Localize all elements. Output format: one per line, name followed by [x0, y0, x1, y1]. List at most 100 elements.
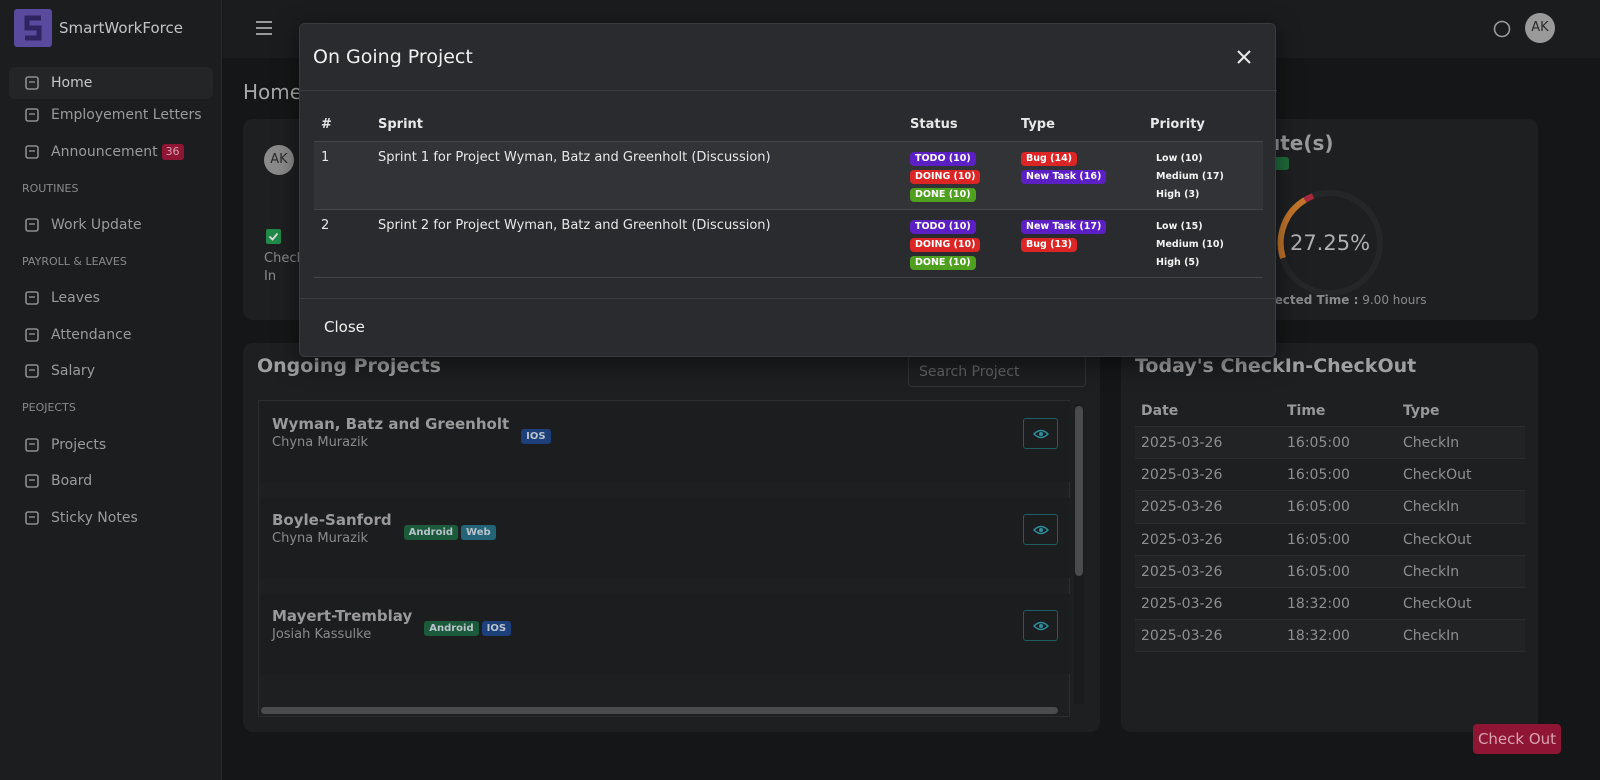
- type-pill: Bug (13): [1021, 238, 1078, 252]
- check-icon: [266, 229, 281, 244]
- nav-section-heading: ROUTINES: [22, 182, 79, 195]
- priority-label: Low (15): [1156, 221, 1203, 232]
- nav-icon: [25, 291, 39, 305]
- checkins-cell: 2025-03-26: [1141, 435, 1223, 451]
- modal-header-rule: [314, 141, 1263, 142]
- nav-label-text: Work Update: [51, 217, 142, 233]
- checkins-header: Date: [1141, 403, 1179, 419]
- project-person: Josiah Kassulke: [272, 627, 372, 642]
- project-name: Mayert-Tremblay: [272, 607, 413, 625]
- checkins-cell: CheckIn: [1403, 563, 1460, 580]
- priority-label: High (3): [1156, 189, 1200, 200]
- eye-icon: [1033, 621, 1049, 631]
- nav-label: Employement Letters: [51, 104, 202, 126]
- project-info: Wyman, Batz and Greenholt Chyna Murazik IO…: [272, 415, 554, 451]
- sidebar: SmartWorkForce Home Employement Letters Ann…: [0, 0, 222, 780]
- nav-section-heading: PAYROLL & LEAVES: [22, 255, 127, 268]
- modal-divider: [300, 90, 1277, 91]
- priority-label: Medium (17): [1156, 171, 1224, 182]
- nav-icon: [25, 474, 39, 488]
- nav-label: Projects: [51, 434, 106, 456]
- checkins-cell: 2025-03-26: [1141, 467, 1223, 484]
- checkins-cell: CheckIn: [1403, 628, 1460, 645]
- checkins-cell: CheckOut: [1403, 596, 1472, 612]
- nav-label-text: Board: [51, 473, 93, 489]
- modal-table-row: 1 Sprint 1 for Project Wyman, Batz and Gr…: [314, 142, 1263, 210]
- modal-footer-divider: [300, 298, 1277, 299]
- view-button[interactable]: [1023, 610, 1058, 641]
- project-tag: Web: [461, 525, 496, 540]
- project-name: Wyman, Batz and Greenholt: [272, 415, 510, 433]
- theme-toggle[interactable]: [1493, 20, 1511, 38]
- user-avatar[interactable]: AK: [1525, 13, 1555, 43]
- view-button[interactable]: [1023, 418, 1058, 449]
- modal-table-row: 2 Sprint 2 for Project Wyman, Batz and Gr…: [314, 210, 1263, 278]
- nav-label: Announcement 36: [51, 141, 184, 163]
- nav-label-text: Salary: [51, 363, 95, 379]
- priority-label: Medium (10): [1156, 239, 1224, 250]
- project-tag: Android: [424, 621, 479, 636]
- nav-icon: [25, 145, 39, 159]
- modal: On Going Project # Sprint Status Type Priorit…: [299, 23, 1277, 357]
- scroll-thumb-vertical[interactable]: [1075, 406, 1083, 576]
- nav-label-text: Leaves: [51, 290, 100, 306]
- scroll-thumb-horizontal[interactable]: [261, 707, 1058, 714]
- checkins-cell: CheckIn: [1403, 499, 1460, 516]
- project-item: Boyle-Sanford Chyna Murazik Android Web: [260, 498, 1070, 578]
- summary-avatar: AK: [264, 145, 294, 175]
- checkins-cell: 18:32:00: [1287, 596, 1350, 612]
- project-tags: Android Web: [403, 518, 499, 540]
- search-input[interactable]: Search Project: [908, 355, 1086, 387]
- menu-toggle[interactable]: [255, 20, 273, 36]
- checkout-button[interactable]: Check Out: [1473, 724, 1561, 754]
- nav-icon: [25, 328, 39, 342]
- project-name: Boyle-Sanford: [272, 511, 392, 529]
- nav-item[interactable]: Board: [9, 465, 213, 497]
- status-pill: TODO (10): [910, 152, 976, 166]
- nav-item[interactable]: Leaves: [9, 282, 213, 314]
- project-tag: IOS: [521, 429, 551, 444]
- project-item: Wyman, Batz and Greenholt Chyna Murazik IO…: [260, 402, 1070, 482]
- checkins-cell: 2025-03-26: [1141, 531, 1223, 548]
- checkins-row: 2025-03-26 16:05:00 CheckOut: [1135, 523, 1525, 556]
- checkins-cell: 16:05:00: [1287, 563, 1350, 580]
- checkins-row: 2025-03-26 16:05:00 CheckIn: [1135, 555, 1525, 588]
- checkins-title: Today's CheckIn-CheckOut: [1135, 355, 1417, 377]
- nav-label: Work Update: [51, 214, 142, 236]
- nav-item[interactable]: Salary: [9, 355, 213, 387]
- status-pill: DOING (10): [910, 170, 981, 184]
- checkins-row: 2025-03-26 16:05:00 CheckIn: [1135, 491, 1525, 524]
- projects-card: Ongoing Projects Search Project Wyman, Bat…: [243, 343, 1100, 732]
- project-person: Chyna Murazik: [272, 435, 369, 450]
- status-pill: DOING (10): [910, 238, 981, 252]
- checkins-cell: 16:05:00: [1287, 531, 1350, 548]
- nav-item[interactable]: Projects: [9, 429, 213, 461]
- checkins-cell: 2025-03-26: [1141, 628, 1223, 645]
- checkins-row: 2025-03-26 18:32:00 CheckIn: [1135, 620, 1525, 653]
- view-button[interactable]: [1023, 514, 1058, 545]
- nav-label-text: Projects: [51, 437, 107, 453]
- nav-item[interactable]: Home: [9, 67, 213, 99]
- check-label: Check In: [264, 251, 304, 284]
- checkins-card: Today's CheckIn-CheckOut Date Time Type 2025…: [1121, 343, 1538, 732]
- nav-item[interactable]: Sticky Notes: [9, 502, 213, 534]
- modal-table-header: Status: [910, 117, 958, 132]
- brand-name: SmartWorkForce: [59, 19, 183, 37]
- nav-item[interactable]: Attendance: [9, 319, 213, 351]
- modal-close-icon[interactable]: [1236, 49, 1252, 65]
- nav-item[interactable]: Employement Letters: [9, 99, 213, 131]
- sprint-index: 1: [321, 150, 330, 165]
- nav-item[interactable]: Work Update: [9, 209, 213, 241]
- page-title: Home: [243, 80, 303, 104]
- project-text: Mayert-Tremblay Josiah Kassulke: [272, 607, 412, 643]
- checkins-row: 2025-03-26 18:32:00 CheckOut: [1135, 588, 1525, 621]
- nav-label: Board: [51, 470, 92, 492]
- gauge: [1277, 190, 1383, 296]
- modal-close-button[interactable]: Close: [324, 318, 365, 336]
- modal-table-header: #: [321, 117, 332, 132]
- nav-item[interactable]: Announcement 36: [9, 136, 213, 168]
- checkins-header-rule: [1135, 426, 1525, 427]
- modal-table-header: Sprint: [378, 117, 424, 132]
- nav-icon: [25, 218, 39, 232]
